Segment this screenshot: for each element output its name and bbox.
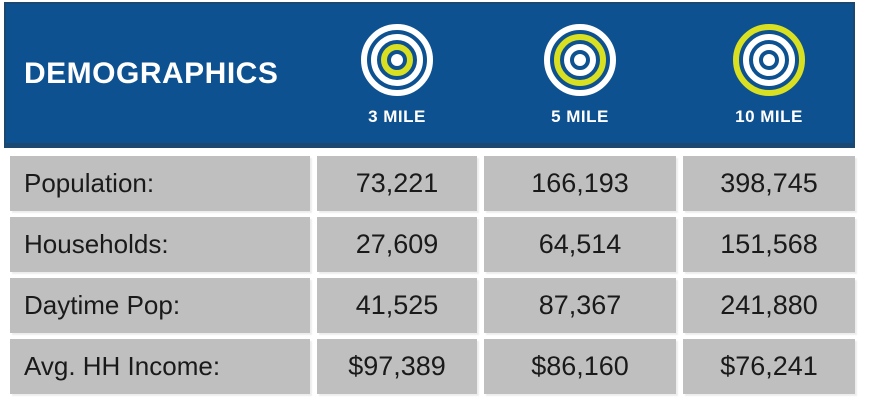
column-label-10mile: 10 MILE — [735, 107, 803, 126]
ring-inner — [564, 44, 596, 76]
column-header-3mile: 3 MILE — [317, 4, 477, 143]
ring-inner — [753, 44, 785, 76]
column-label-5mile: 5 MILE — [551, 107, 609, 126]
ring-middle — [371, 34, 423, 86]
column-header-10mile: 10 MILE — [683, 4, 855, 143]
ring-middle — [554, 34, 606, 86]
ring-outer — [361, 24, 433, 96]
data-grid: Population: 73,221 166,193 398,745 House… — [10, 156, 855, 394]
value-population-10mile: 398,745 — [683, 156, 855, 211]
bullseye-10mile-icon — [733, 24, 805, 96]
value-population-3mile: 73,221 — [317, 156, 477, 211]
ring-inner — [381, 44, 413, 76]
row-label-avg-hh-income: Avg. HH Income: — [10, 339, 310, 394]
bullseye-5mile-icon — [544, 24, 616, 96]
row-label-daytime-pop: Daytime Pop: — [10, 278, 310, 333]
page-title: DEMOGRAPHICS — [24, 56, 279, 90]
value-daytime-pop-5mile: 87,367 — [484, 278, 676, 333]
column-header-5mile: 5 MILE — [484, 4, 676, 143]
value-avg-hh-income-3mile: $97,389 — [317, 339, 477, 394]
value-avg-hh-income-5mile: $86,160 — [484, 339, 676, 394]
ring-outer — [733, 24, 805, 96]
ring-middle — [743, 34, 795, 86]
value-households-5mile: 64,514 — [484, 217, 676, 272]
bullseye-3mile-icon — [361, 24, 433, 96]
value-avg-hh-income-10mile: $76,241 — [683, 339, 855, 394]
row-label-population: Population: — [10, 156, 310, 211]
ring-outer — [544, 24, 616, 96]
value-population-5mile: 166,193 — [484, 156, 676, 211]
value-households-10mile: 151,568 — [683, 217, 855, 272]
value-daytime-pop-3mile: 41,525 — [317, 278, 477, 333]
column-label-3mile: 3 MILE — [368, 107, 426, 126]
value-daytime-pop-10mile: 241,880 — [683, 278, 855, 333]
ring-center-dot — [574, 54, 586, 66]
header-band: DEMOGRAPHICS 3 MILE 5 MILE — [4, 2, 855, 148]
ring-center-dot — [763, 54, 775, 66]
ring-center-dot — [391, 54, 403, 66]
value-households-3mile: 27,609 — [317, 217, 477, 272]
row-label-households: Households: — [10, 217, 310, 272]
